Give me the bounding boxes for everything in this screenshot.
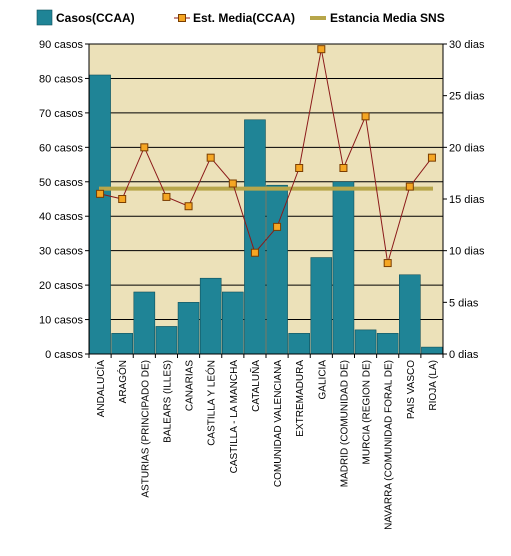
right-tick-label: 0 dias	[449, 349, 479, 361]
bar	[266, 184, 288, 355]
legend-swatch-marker	[178, 14, 186, 22]
category-label: BALEARS (ILLES)	[162, 360, 173, 443]
line-point	[405, 182, 414, 191]
line-point	[427, 153, 436, 162]
legend-swatch-bar	[36, 9, 53, 26]
category-label: CATALUÑA	[249, 360, 262, 412]
category-label: COMUNIDAD VALENCIANA	[273, 360, 284, 487]
left-tick-label: 50 casos	[39, 177, 84, 189]
line-point	[162, 192, 171, 201]
line-point	[250, 248, 259, 257]
category-label: EXTREMADURA	[295, 360, 306, 437]
category-label: CASTILLA Y LEÓN	[205, 360, 218, 446]
right-tick-label: 30 dias	[449, 39, 485, 51]
stay-average-line	[99, 49, 433, 264]
left-tick-label: 0 casos	[45, 349, 83, 361]
category-label: RIOJA (LA)	[428, 360, 439, 411]
right-tick-label: 15 dias	[449, 194, 485, 206]
line-point	[184, 202, 193, 211]
right-tick-label: 10 dias	[449, 246, 485, 258]
category-label: MADRID (COMUNIDAD DE)	[339, 360, 350, 487]
category-label: MURCIA (REGION DE)	[362, 360, 373, 464]
bar	[89, 74, 111, 355]
bar	[354, 329, 377, 355]
right-tick-label: 20 dias	[449, 142, 485, 154]
line-point	[295, 164, 304, 172]
line-point	[206, 153, 215, 162]
right-tick-label: 25 dias	[449, 91, 485, 103]
line-point	[361, 112, 370, 121]
left-tick-label: 10 casos	[39, 315, 84, 327]
line-point	[140, 143, 149, 152]
category-label: CASTILLA - LA MANCHA	[229, 360, 240, 474]
bar	[199, 277, 222, 355]
line-point	[273, 222, 282, 231]
line-point	[96, 189, 105, 198]
line-point	[383, 259, 392, 268]
category-label: ANDALUCÍA	[94, 360, 107, 418]
legend-label: Est. Media(CCAA)	[193, 11, 295, 25]
line-point	[228, 179, 237, 188]
left-tick-label: 20 casos	[39, 280, 84, 292]
category-label: PAIS VASCO	[406, 360, 417, 419]
legend-label: Casos(CCAA)	[56, 11, 135, 25]
right-tick-label: 5 dias	[449, 297, 479, 309]
bar	[399, 274, 421, 355]
category-label: NAVARRA (COMUNIDAD FORAL DE)	[384, 360, 395, 530]
bar	[244, 119, 266, 355]
left-tick-label: 80 casos	[39, 73, 84, 85]
left-tick-label: 30 casos	[39, 246, 84, 258]
bar	[376, 333, 399, 355]
bar	[177, 302, 200, 355]
category-label: GALICIA	[317, 360, 328, 400]
bar	[222, 291, 244, 355]
line-point	[339, 164, 348, 172]
category-label: CANARIAS	[185, 360, 196, 411]
category-label: ASTURIAS (PRINCIPADO DE)	[140, 360, 151, 498]
bar	[288, 333, 310, 355]
line-point	[317, 45, 326, 54]
bar	[133, 291, 156, 355]
line-point	[118, 195, 127, 203]
category-label: ARAGÓN	[116, 360, 129, 403]
left-tick-label: 70 casos	[39, 108, 84, 120]
bar	[111, 333, 133, 355]
bar	[155, 326, 178, 355]
legend-label: Estancia Media SNS	[330, 11, 445, 25]
left-tick-label: 60 casos	[39, 142, 84, 154]
bar	[421, 346, 443, 355]
bar	[310, 257, 333, 355]
left-tick-label: 40 casos	[39, 211, 84, 223]
bar	[332, 181, 355, 355]
left-tick-label: 90 casos	[39, 39, 84, 51]
